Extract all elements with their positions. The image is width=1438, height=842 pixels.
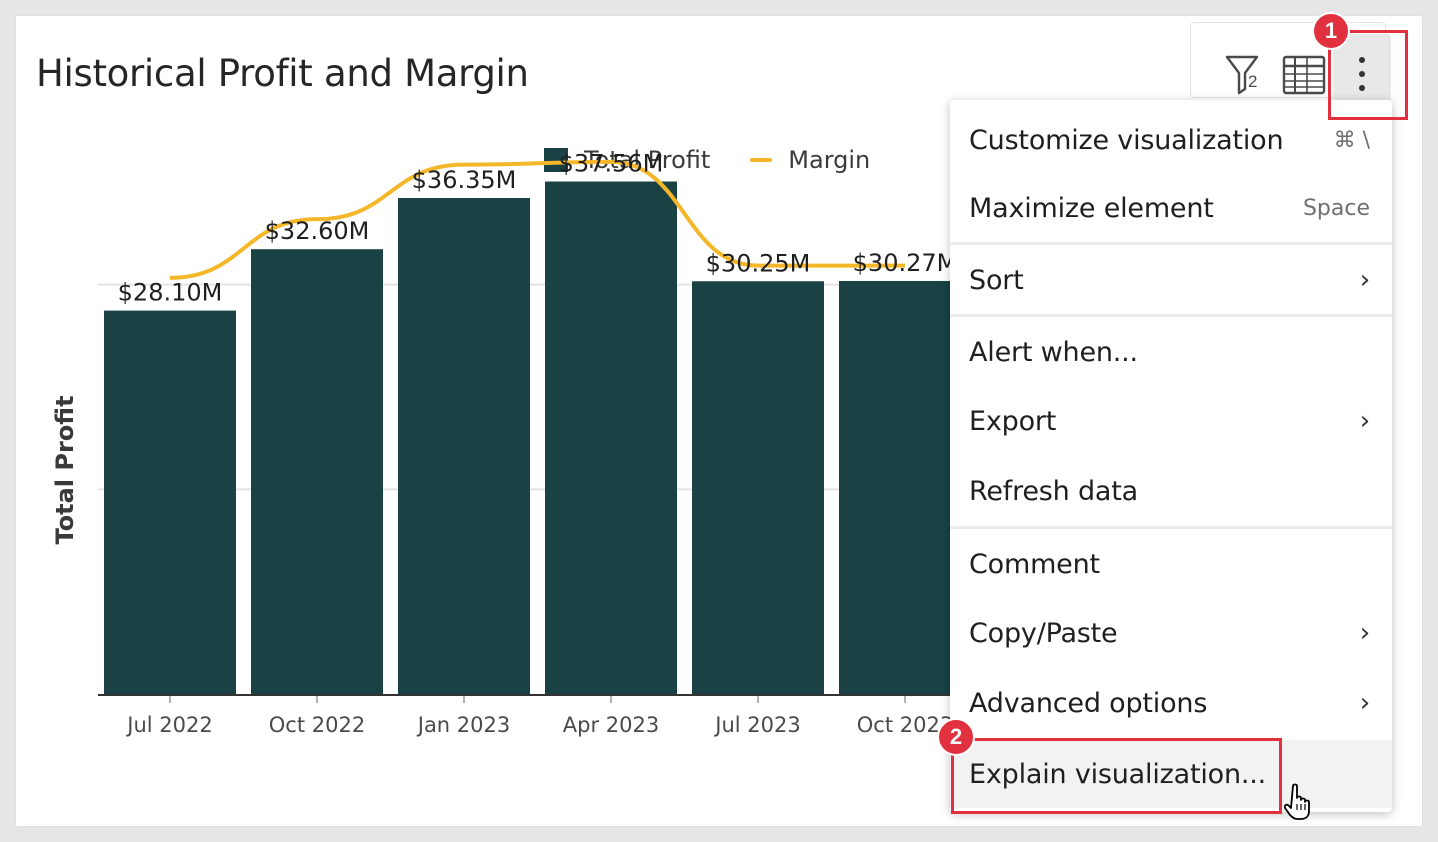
- filter-icon: [1225, 55, 1259, 95]
- bar-data-label: $30.25M: [706, 249, 811, 277]
- bar-data-label: $28.10M: [118, 279, 223, 307]
- filter-count: 2: [1248, 72, 1258, 91]
- menu-item-label: Explain visualization...: [969, 758, 1267, 790]
- menu-item-label: Comment: [969, 548, 1100, 580]
- menu-item-customize-visualization[interactable]: Customize visualization ⌘ \: [950, 104, 1392, 176]
- legend-swatch-margin: [750, 158, 773, 162]
- menu-item-alert-when[interactable]: Alert when...: [950, 318, 1392, 386]
- menu-item-label: Export: [969, 405, 1057, 437]
- menu-item-advanced-options[interactable]: Advanced options ›: [950, 668, 1392, 738]
- legend-label-margin: Margin: [788, 146, 871, 174]
- bar-data-label: $30.27M: [853, 249, 958, 277]
- menu-item-label: Customize visualization: [969, 124, 1284, 156]
- view-underlying-data-button[interactable]: [1279, 50, 1329, 100]
- bar-total-profit[interactable]: [545, 181, 677, 695]
- menu-item-comment[interactable]: Comment: [950, 530, 1392, 598]
- more-vertical-icon: [1359, 57, 1365, 91]
- menu-item-label: Alert when...: [969, 336, 1138, 368]
- x-axis-tick-label: Jul 2023: [713, 713, 800, 737]
- table-icon: [1282, 55, 1326, 95]
- menu-item-copy-paste[interactable]: Copy/Paste ›: [950, 598, 1392, 668]
- bar-total-profit[interactable]: [839, 280, 950, 694]
- bar-total-profit[interactable]: [251, 249, 383, 695]
- element-menu: Customize visualization ⌘ \ Maximize ele…: [950, 100, 1392, 812]
- menu-item-label: Advanced options: [969, 687, 1208, 719]
- chart-title: Historical Profit and Margin: [36, 52, 529, 95]
- menu-item-label: Copy/Paste: [969, 617, 1118, 649]
- y-axis-label: Total Profit: [51, 395, 79, 544]
- bar-total-profit[interactable]: [692, 281, 824, 694]
- highlight-more-options: [1328, 30, 1408, 120]
- menu-item-shortcut: Space: [1302, 195, 1370, 221]
- menu-item-label: Refresh data: [969, 475, 1138, 507]
- step-badge-2: 2: [937, 718, 975, 756]
- margin-line: [169, 159, 905, 280]
- menu-item-explain-visualization[interactable]: Explain visualization...: [950, 740, 1392, 808]
- chevron-right-icon: ›: [1359, 688, 1370, 718]
- filter-button[interactable]: 2: [1222, 50, 1270, 98]
- highlight-explain-visualization: [951, 738, 1282, 814]
- bar-data-label: $37.56M: [559, 150, 664, 178]
- menu-item-label: Sort: [969, 264, 1024, 296]
- chevron-right-icon: ›: [1359, 406, 1370, 436]
- hand-pointer-icon: [1284, 783, 1310, 820]
- x-axis-tick-label: Jul 2022: [125, 713, 212, 737]
- menu-item-label: Maximize element: [969, 192, 1214, 224]
- x-axis-tick-label: Oct 2022: [269, 713, 365, 737]
- bar-total-profit[interactable]: [104, 310, 236, 694]
- x-axis-tick-label: Apr 2023: [563, 713, 659, 737]
- menu-item-export[interactable]: Export ›: [950, 386, 1392, 456]
- menu-item-sort[interactable]: Sort ›: [950, 246, 1392, 314]
- legend-swatch-total-profit: [544, 148, 568, 172]
- step-badge-1: 1: [1312, 12, 1350, 50]
- bar-data-label: $36.35M: [412, 166, 517, 194]
- menu-item-shortcut: ⌘ \: [1333, 127, 1370, 153]
- menu-item-maximize-element[interactable]: Maximize element Space: [950, 176, 1392, 240]
- bar-total-profit[interactable]: [398, 198, 530, 694]
- menu-divider: [950, 242, 1392, 245]
- chart-legend: Total Profit Margin: [544, 146, 870, 174]
- menu-item-refresh-data[interactable]: Refresh data: [950, 456, 1392, 526]
- chevron-right-icon: ›: [1359, 618, 1370, 648]
- menu-divider: [950, 314, 1392, 317]
- menu-divider: [950, 526, 1392, 529]
- x-axis-tick-label: Jan 2023: [416, 713, 511, 737]
- chevron-right-icon: ›: [1359, 265, 1370, 295]
- bar-data-label: $32.60M: [265, 217, 370, 245]
